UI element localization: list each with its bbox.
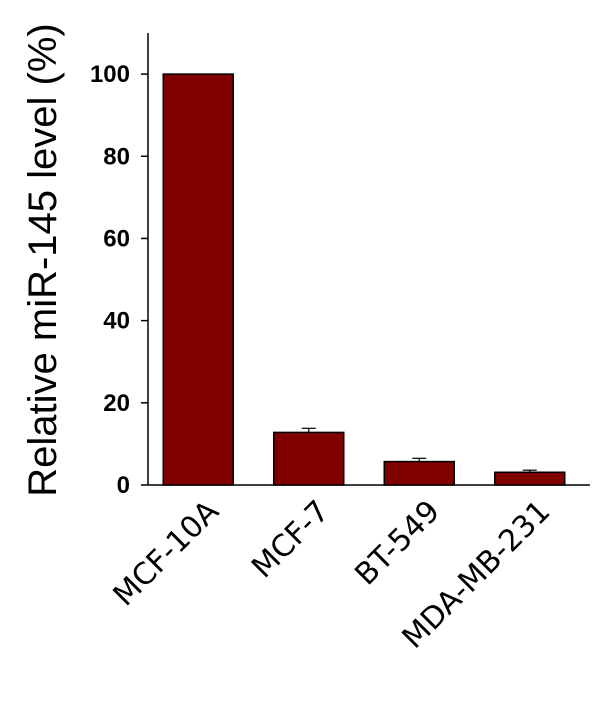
error-bars <box>301 427 537 473</box>
x-tick-label: MCF-10A <box>107 494 227 614</box>
y-tick-label: 60 <box>103 225 130 252</box>
x-tick-label: BT-549 <box>348 494 446 592</box>
bar-mcf-10a <box>162 73 234 486</box>
x-tick-label: MCF-7 <box>245 494 336 585</box>
y-tick-label: 40 <box>103 308 130 335</box>
bars <box>162 73 566 486</box>
y-tick-label: 0 <box>117 472 130 499</box>
bar-bt-549 <box>383 460 455 486</box>
bar-mcf-7 <box>273 431 345 486</box>
y-ticks: 0 20 40 60 80 100 <box>90 61 148 499</box>
y-tick-label: 20 <box>103 390 130 417</box>
y-tick-label: 80 <box>103 143 130 170</box>
bar-mda-mb-231 <box>494 471 566 486</box>
y-tick-label: 100 <box>90 61 130 88</box>
y-axis-label: Relative miR-145 level (%) <box>21 23 65 496</box>
